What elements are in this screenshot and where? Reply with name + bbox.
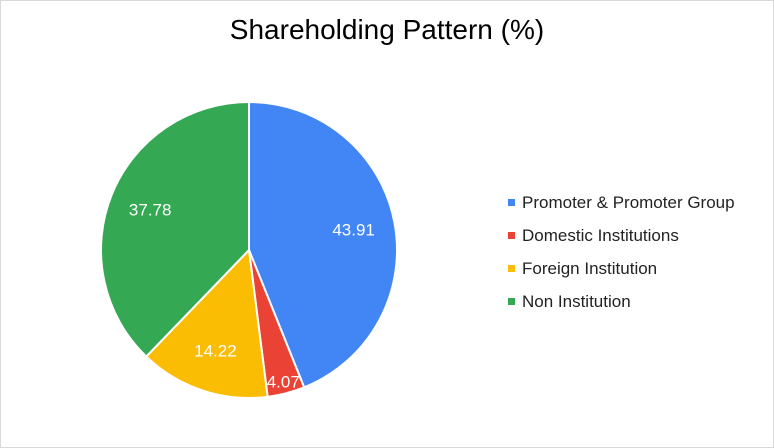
chart-title: Shareholding Pattern (%) [229, 14, 545, 45]
legend-label: Domestic Institutions [522, 225, 679, 245]
pie-slice-1 [248, 101, 398, 389]
legend-item: Foreign Institution [508, 252, 735, 285]
pie-data-label-4: 37.78 [129, 201, 172, 220]
legend-label: Foreign Institution [522, 258, 658, 278]
legend-item: Domestic Institutions [508, 219, 735, 252]
legend-label: Non Institution [522, 291, 631, 311]
pie-slice-3 [145, 249, 269, 399]
pie-data-labels: 43.91 4.07 14.22 37.78 [129, 201, 375, 392]
legend-label: Promoter & Promoter Group [522, 192, 735, 212]
pie-data-label-3: 14.22 [194, 342, 237, 361]
pie-data-label-2: 4.07 [267, 372, 300, 391]
legend-swatch [508, 265, 515, 272]
pie-slices [100, 101, 398, 399]
legend-swatch [508, 199, 515, 206]
pie-data-label-1: 43.91 [332, 220, 375, 239]
legend-item: Non Institution [508, 285, 735, 318]
pie-slice-4 [100, 101, 250, 358]
chart-legend: Promoter & Promoter Group Domestic Instit… [508, 186, 735, 318]
legend-swatch [508, 298, 515, 305]
legend-item: Promoter & Promoter Group [508, 186, 735, 219]
legend-swatch [508, 232, 515, 239]
